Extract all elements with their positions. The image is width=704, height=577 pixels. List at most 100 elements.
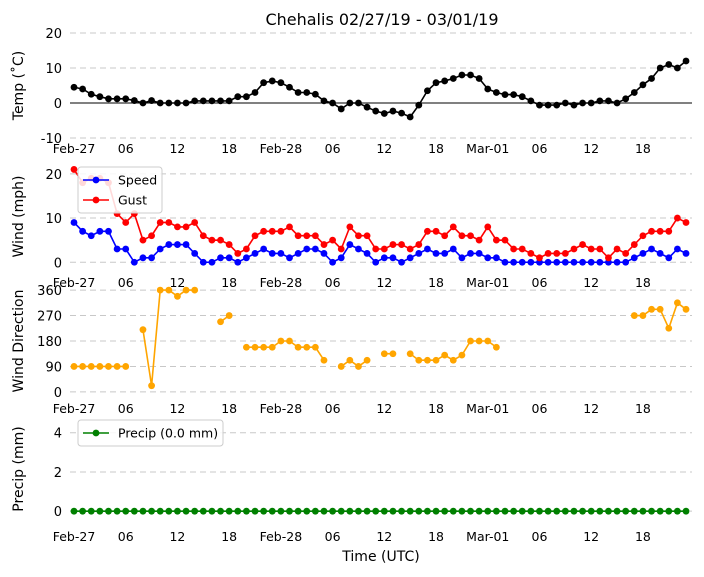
- data-point: [191, 286, 199, 294]
- data-point: [613, 507, 621, 515]
- data-point: [217, 507, 224, 515]
- data-point: [587, 507, 595, 515]
- data-point: [406, 113, 414, 121]
- data-point: [398, 109, 405, 117]
- data-point: [605, 507, 612, 515]
- data-point: [458, 232, 466, 240]
- data-point: [320, 356, 328, 364]
- data-point: [424, 87, 431, 95]
- data-point: [441, 351, 449, 359]
- data-point: [165, 286, 173, 294]
- data-point: [355, 507, 362, 515]
- data-point: [268, 343, 276, 351]
- data-point: [432, 250, 440, 257]
- data-point: [234, 250, 242, 257]
- x-tick-label: 18: [428, 529, 444, 544]
- data-point: [596, 507, 604, 515]
- data-point: [441, 250, 449, 257]
- data-point: [475, 337, 483, 345]
- chart-title: Chehalis 02/27/19 - 03/01/19: [265, 10, 498, 29]
- data-point: [406, 507, 414, 515]
- data-point: [182, 507, 190, 515]
- data-point: [277, 250, 285, 257]
- data-point: [475, 75, 483, 82]
- data-point: [148, 232, 155, 240]
- data-point: [156, 99, 164, 107]
- data-point: [501, 91, 509, 98]
- data-point: [492, 507, 500, 515]
- data-point: [234, 258, 242, 266]
- data-point: [424, 507, 431, 515]
- data-point: [363, 103, 371, 111]
- y-tick-label: 10: [45, 62, 62, 77]
- data-point: [475, 507, 483, 515]
- data-point: [277, 507, 285, 515]
- data-point: [389, 241, 397, 248]
- data-point: [398, 507, 405, 515]
- data-point: [458, 507, 466, 515]
- data-point: [337, 245, 345, 253]
- data-point: [329, 236, 336, 244]
- data-point: [648, 227, 655, 235]
- data-point: [648, 305, 655, 313]
- data-point: [277, 79, 285, 87]
- data-point: [251, 343, 259, 351]
- data-point: [122, 95, 130, 103]
- data-point: [553, 101, 561, 109]
- x-tick-label: Mar-01: [466, 275, 509, 290]
- data-point: [320, 241, 328, 248]
- data-point: [96, 227, 104, 235]
- data-point: [130, 97, 138, 104]
- data-point: [492, 254, 500, 262]
- x-tick-label: 12: [376, 275, 392, 290]
- data-point: [613, 99, 621, 107]
- data-point: [553, 250, 561, 257]
- data-point: [320, 97, 328, 105]
- data-point: [596, 258, 604, 266]
- x-tick-label: Feb-28: [260, 529, 303, 544]
- data-point: [415, 507, 423, 515]
- x-tick-label: 12: [169, 529, 185, 544]
- data-point: [346, 223, 354, 231]
- x-tick-label: 18: [428, 275, 444, 290]
- data-point: [415, 250, 423, 257]
- data-point: [441, 232, 449, 240]
- data-point: [630, 254, 638, 262]
- y-tick-label: 0: [54, 505, 62, 520]
- legend-label: Gust: [118, 193, 147, 208]
- data-point: [613, 258, 621, 266]
- data-point: [449, 223, 457, 231]
- x-tick-label: 06: [118, 529, 134, 544]
- legend-marker: [92, 429, 100, 437]
- x-tick-label: Feb-28: [260, 275, 303, 290]
- legend-label: Speed: [118, 173, 157, 188]
- data-point: [674, 245, 681, 253]
- x-tick-label: 18: [221, 141, 237, 156]
- data-point: [320, 507, 328, 515]
- data-point: [286, 507, 293, 515]
- data-point: [156, 507, 164, 515]
- x-axis-label: Time (UTC): [341, 549, 419, 565]
- data-point: [389, 350, 397, 358]
- data-point: [415, 101, 423, 109]
- data-point: [682, 250, 690, 257]
- data-point: [174, 99, 181, 107]
- data-point: [182, 241, 190, 248]
- data-point: [579, 241, 586, 248]
- data-point: [260, 245, 268, 253]
- data-point: [303, 232, 311, 240]
- data-point: [363, 507, 371, 515]
- data-point: [199, 232, 207, 240]
- data-point: [329, 507, 336, 515]
- data-point: [449, 356, 457, 364]
- data-point: [148, 507, 155, 515]
- data-point: [544, 250, 552, 257]
- data-point: [639, 312, 647, 319]
- data-point: [372, 507, 380, 515]
- data-point: [372, 107, 380, 115]
- data-point: [113, 245, 121, 253]
- x-tick-label: 12: [376, 401, 392, 416]
- x-tick-label: 06: [118, 401, 134, 416]
- data-point: [277, 227, 285, 235]
- x-tick-label: 18: [635, 275, 651, 290]
